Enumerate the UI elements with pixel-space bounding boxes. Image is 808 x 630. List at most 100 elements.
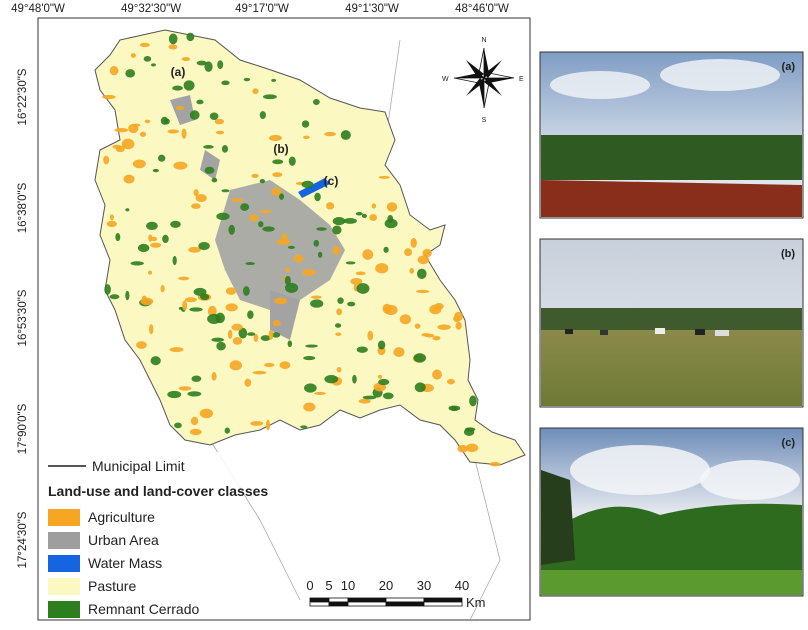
cerrado-patch xyxy=(316,227,327,231)
left-tick-label: 16°22'30"S xyxy=(17,68,29,125)
photo-c xyxy=(539,427,804,597)
cerrado-patch xyxy=(125,290,130,301)
cerrado-patch xyxy=(413,353,427,363)
agriculture-patch xyxy=(169,347,184,353)
top-tick-label: 48°46'0"W xyxy=(455,3,509,15)
agriculture-patch xyxy=(410,237,417,248)
agriculture-patch xyxy=(190,416,199,426)
cerrado-patch xyxy=(221,80,230,86)
agriculture-patch xyxy=(369,214,378,222)
agriculture-patch xyxy=(230,198,244,203)
agriculture-patch xyxy=(332,245,341,255)
photo-label: (b) xyxy=(781,248,795,260)
cerrado-patch xyxy=(312,99,320,105)
cerrado-patch xyxy=(204,61,213,72)
scale-segment xyxy=(423,597,463,603)
cerrado-patch xyxy=(332,225,342,235)
map-body xyxy=(94,29,526,620)
cerrado-patch xyxy=(240,203,250,211)
cerrado-patch xyxy=(382,392,394,400)
agriculture-patch xyxy=(314,391,327,395)
agriculture-patch xyxy=(489,462,501,467)
agriculture-patch xyxy=(335,332,342,336)
cerrado-patch xyxy=(287,245,296,249)
agriculture-patch xyxy=(399,314,412,325)
top-tick-label: 49°17'0"W xyxy=(235,3,289,15)
agriculture-patch xyxy=(121,138,135,150)
agriculture-patch xyxy=(229,360,243,371)
agriculture-patch xyxy=(251,173,259,179)
cerrado-patch xyxy=(211,337,225,342)
cerrado-patch xyxy=(259,111,266,120)
agriculture-patch xyxy=(417,255,430,265)
photo-b xyxy=(539,238,804,408)
cerrado-patch xyxy=(301,180,314,189)
cerrado-patch xyxy=(279,193,285,200)
cerrado-patch xyxy=(259,178,266,184)
photo-label: (a) xyxy=(782,61,796,73)
top-tick-label: 49°1'30"W xyxy=(345,3,399,15)
cerrado-patch xyxy=(288,156,296,166)
cerrado-patch xyxy=(301,120,310,128)
agriculture-patch xyxy=(429,304,442,315)
agriculture-patch xyxy=(249,214,259,222)
legend-title: Land-use and land-cover classes xyxy=(48,483,268,499)
agriculture-patch xyxy=(265,419,271,431)
cerrado-patch xyxy=(146,221,158,231)
cerrado-patch xyxy=(183,80,195,91)
cerrado-patch xyxy=(463,428,475,436)
cerrado-patch xyxy=(450,406,458,412)
agriculture-patch xyxy=(139,42,150,48)
legend-label: Pasture xyxy=(88,578,136,594)
cerrado-patch xyxy=(204,166,215,174)
agriculture-patch xyxy=(362,249,374,260)
cerrado-patch xyxy=(352,374,357,384)
cerrado-patch xyxy=(200,293,210,301)
agriculture-patch xyxy=(136,341,147,349)
water-mass xyxy=(298,178,330,198)
agriculture-patch xyxy=(225,303,238,312)
agriculture-patch xyxy=(128,123,139,134)
agriculture-patch xyxy=(181,128,187,139)
agriculture-patch xyxy=(139,131,147,137)
agriculture-patch xyxy=(232,337,243,345)
cerrado-patch xyxy=(115,233,121,242)
cerrado-patch xyxy=(198,241,210,251)
legend-swatch xyxy=(48,601,80,618)
agriculture-patch xyxy=(160,284,165,293)
compass-n: N xyxy=(481,37,486,44)
cerrado-patch xyxy=(384,218,398,229)
cerrado-patch xyxy=(304,383,317,393)
agriculture-patch xyxy=(252,88,259,95)
agriculture-patch xyxy=(103,155,110,165)
agriculture-patch xyxy=(195,194,207,203)
legend-label: Agriculture xyxy=(88,509,155,525)
agriculture-patch xyxy=(214,118,225,125)
cerrado-patch xyxy=(215,312,225,324)
cerrado-patch xyxy=(238,327,248,339)
cerrado-patch xyxy=(137,243,150,253)
agriculture-patch xyxy=(453,315,461,322)
cerrado-patch xyxy=(469,395,477,407)
agriculture-patch xyxy=(447,378,455,385)
agriculture-patch xyxy=(424,333,435,338)
agriculture-patch xyxy=(393,347,405,358)
cerrado-patch xyxy=(303,355,316,361)
urban-area xyxy=(215,180,345,310)
agriculture-patch xyxy=(268,330,274,340)
cerrado-patch xyxy=(310,299,324,308)
agriculture-patch xyxy=(378,175,390,179)
agriculture-patch xyxy=(367,330,374,341)
cerrado-patch xyxy=(172,255,177,266)
agriculture-patch xyxy=(114,127,129,133)
agriculture-patch xyxy=(123,174,135,184)
agriculture-patch xyxy=(259,209,272,214)
agriculture-patch xyxy=(336,366,342,373)
photo-label: (c) xyxy=(782,437,796,449)
cerrado-patch xyxy=(262,94,277,100)
cerrado-patch xyxy=(163,118,170,125)
cerrado-patch xyxy=(271,332,281,338)
cerrado-patch xyxy=(168,33,178,45)
scale-tick-label: 5 xyxy=(325,578,332,593)
legend-label: Remnant Cerrado xyxy=(88,601,199,617)
